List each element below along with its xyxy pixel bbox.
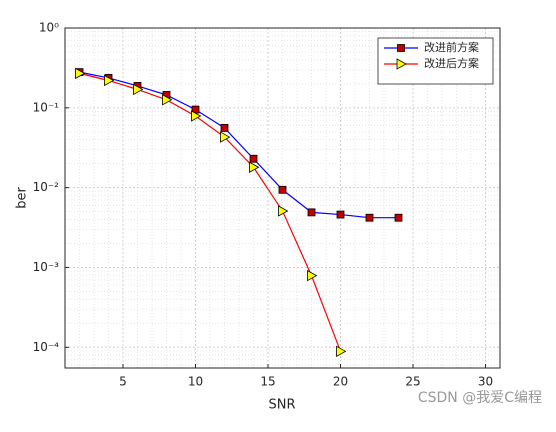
marker <box>394 213 403 222</box>
legend-label: 改进前方案 <box>424 40 479 54</box>
x-tick-label: 5 <box>119 375 127 389</box>
marker <box>162 94 173 106</box>
y-axis-label: ber <box>15 187 30 209</box>
marker <box>220 124 229 132</box>
y-tick-label: 10⁻² <box>33 180 60 194</box>
marker <box>133 83 144 96</box>
marker <box>249 161 260 173</box>
legend-marker <box>396 58 407 70</box>
axes-box <box>64 27 501 369</box>
x-tick-label: 25 <box>405 375 420 389</box>
x-axis-label: SNR <box>268 398 295 413</box>
marker <box>307 208 316 217</box>
marker <box>104 74 115 87</box>
x-tick-label: 20 <box>333 375 348 389</box>
marker <box>220 131 231 143</box>
series-line <box>79 72 342 352</box>
marker <box>365 213 374 222</box>
marker <box>191 110 202 122</box>
marker <box>336 345 347 357</box>
marks <box>75 67 403 357</box>
marker <box>307 269 318 282</box>
x-tick-label: 10 <box>188 375 203 389</box>
marker <box>249 154 258 163</box>
legend-marker <box>397 44 405 52</box>
grid <box>65 27 500 368</box>
marker <box>336 210 345 219</box>
marker <box>278 205 289 217</box>
y-tick-label: 10⁻³ <box>33 260 60 274</box>
marker <box>278 185 287 194</box>
x-tick-label: 15 <box>260 375 275 389</box>
y-tick-label: 10⁰ <box>39 21 59 35</box>
marker <box>75 67 86 80</box>
y-tick-label: 10⁻⁴ <box>33 340 60 354</box>
series-line <box>79 71 399 219</box>
y-tick-label: 10⁻¹ <box>33 100 60 114</box>
x-tick-label: 30 <box>478 375 493 389</box>
watermark: CSDN @我爱C编程 <box>418 390 542 406</box>
legend-label: 改进后方案 <box>424 56 479 70</box>
